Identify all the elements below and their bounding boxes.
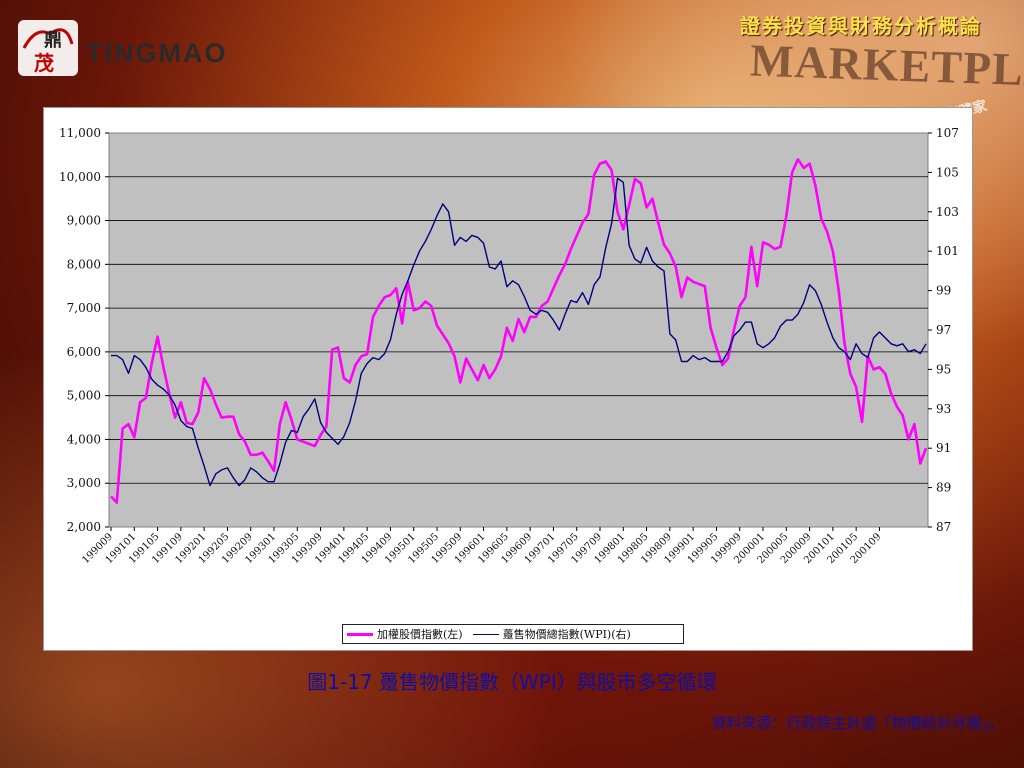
y-right-tick-label: 101 bbox=[936, 244, 959, 258]
legend-item-stock: 加權股價指數(左) bbox=[347, 626, 463, 642]
legend: 加權股價指數(左) 躉售物價總指數(WPI)(右) bbox=[342, 624, 684, 644]
y-left-tick-label: 2,000 bbox=[67, 520, 101, 534]
logo-wordmark: TINGMAO bbox=[86, 37, 228, 68]
legend-label-stock: 加權股價指數(左) bbox=[377, 628, 463, 641]
legend-swatch-stock bbox=[347, 632, 373, 636]
chart-svg: 2,000 3,000 4,000 5,000 6,000 7,000 8,000 9,000… bbox=[59, 126, 959, 566]
y-right-tick-label: 95 bbox=[936, 362, 951, 376]
figure-caption: 圖1-17 躉售物價指數（WPI）與股市多空循環 bbox=[307, 670, 717, 694]
y-right-tick-label: 99 bbox=[936, 284, 951, 298]
y-right-tick-label: 103 bbox=[936, 205, 959, 219]
legend-item-wpi: 躉售物價總指數(WPI)(右) bbox=[472, 626, 631, 642]
y-left-tick-label: 8,000 bbox=[67, 257, 101, 271]
y-right-tick-label: 87 bbox=[936, 520, 951, 534]
header-title: 證券投資與財務分析概論 bbox=[740, 14, 982, 38]
y-right-tick-label: 105 bbox=[936, 165, 959, 179]
y-left-tick-label: 6,000 bbox=[67, 345, 101, 359]
series-line-stock bbox=[110, 157, 928, 504]
y-left-tick-label: 11,000 bbox=[59, 126, 101, 140]
y-left-tick-label: 10,000 bbox=[59, 170, 101, 184]
chart-frame: 2,000 3,000 4,000 5,000 6,000 7,000 8,000 9,000… bbox=[43, 107, 973, 651]
source-note: 資料來源：行政院主計處「物價統計月報」。 bbox=[711, 714, 1004, 732]
logo-glyph-top: 鼎 bbox=[44, 30, 62, 51]
y-right-tick-label: 91 bbox=[936, 441, 951, 455]
y-right-tick-label: 93 bbox=[936, 402, 951, 416]
series-line-wpi bbox=[111, 177, 927, 487]
logo: 鼎 茂 TINGMAO bbox=[16, 18, 228, 78]
y-left-tick-label: 9,000 bbox=[67, 214, 101, 228]
logo-glyph-bottom: 茂 bbox=[34, 51, 54, 75]
y-right-tick-label: 107 bbox=[936, 126, 959, 140]
legend-label-wpi: 躉售物價總指數(WPI)(右) bbox=[502, 628, 631, 641]
y-left-tick-label: 5,000 bbox=[67, 389, 101, 403]
y-right-tick-label: 97 bbox=[936, 323, 951, 337]
y-left-tick-label: 7,000 bbox=[67, 301, 101, 315]
legend-swatch-wpi bbox=[472, 633, 499, 635]
y-left-tick-label: 4,000 bbox=[67, 432, 101, 446]
y-right-tick-label: 89 bbox=[936, 481, 951, 495]
logo-mark-icon: 鼎 茂 bbox=[16, 18, 80, 78]
y-left-tick-label: 3,000 bbox=[67, 476, 101, 490]
plot-area bbox=[108, 132, 929, 528]
